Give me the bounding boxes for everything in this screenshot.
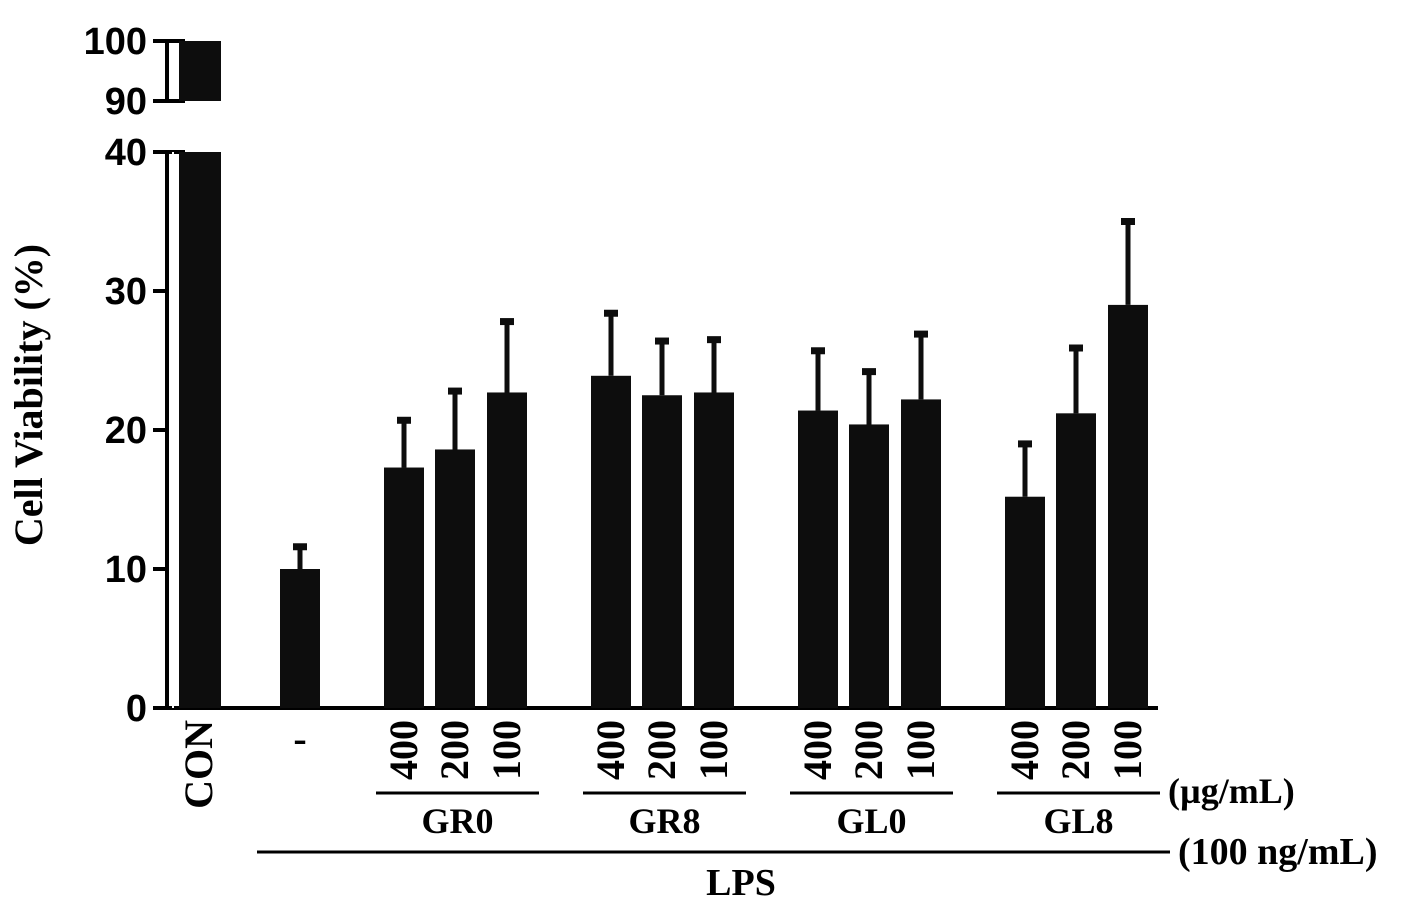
x-tick-label: -: [293, 716, 306, 761]
y-tick-label: 10: [105, 549, 147, 591]
x-tick-label: 100: [484, 720, 529, 780]
bar: [1108, 304, 1148, 708]
bar: [280, 569, 320, 708]
x-tick-label: 400: [1002, 720, 1047, 780]
x-tick-label: CON: [176, 720, 221, 809]
bar: [642, 395, 682, 708]
group-label: GR0: [422, 801, 494, 841]
x-tick-label: 400: [795, 720, 840, 780]
x-tick-label: 100: [898, 720, 943, 780]
bar: [591, 375, 631, 708]
y-tick-label: 90: [105, 81, 147, 123]
y-tick-label: 30: [105, 271, 147, 313]
bar: [179, 152, 221, 708]
y-tick-label: 20: [105, 410, 147, 452]
bar: [798, 410, 838, 708]
group-brackets: GR0 GR8 GL0 GL8 (µg/mL) LPS (100 ng/mL): [257, 771, 1378, 904]
group-label: GL8: [1043, 801, 1113, 841]
concentration-unit-label: (µg/mL): [1168, 771, 1295, 811]
y-tick-label: 40: [105, 132, 147, 174]
treatment-unit-label: (100 ng/mL): [1178, 831, 1378, 873]
x-tick-label: 400: [381, 720, 426, 780]
x-tick-label: 200: [1053, 720, 1098, 780]
bar: [901, 399, 941, 708]
bar: [849, 424, 889, 708]
x-tick-label: 400: [588, 720, 633, 780]
x-tick-label: 200: [846, 720, 891, 780]
bar: [694, 392, 734, 708]
bar: [487, 392, 527, 708]
error-bars: [293, 218, 1135, 569]
group-label: GL0: [836, 801, 906, 841]
bar: [435, 449, 475, 708]
group-label: GR8: [629, 801, 701, 841]
bar: [179, 41, 221, 101]
bar: [1056, 413, 1096, 708]
y-tick-label: 0: [126, 688, 147, 730]
bar: [384, 467, 424, 708]
x-tick-label: 200: [639, 720, 684, 780]
bar: [1005, 496, 1045, 708]
x-tick-label: 100: [691, 720, 736, 780]
x-tick-labels: CON -400 200 100 400 200 100 400 200 100 400 200 100: [176, 716, 1150, 809]
x-tick-label: 200: [432, 720, 477, 780]
y-ticks: 0 10 20 30 40 90 100: [84, 21, 185, 730]
bars: [172, 41, 1148, 708]
x-tick-label: 100: [1105, 720, 1150, 780]
y-tick-label: 100: [84, 21, 147, 63]
y-axis-label: Cell Viability (%): [6, 244, 51, 546]
treatment-label: LPS: [706, 862, 776, 904]
